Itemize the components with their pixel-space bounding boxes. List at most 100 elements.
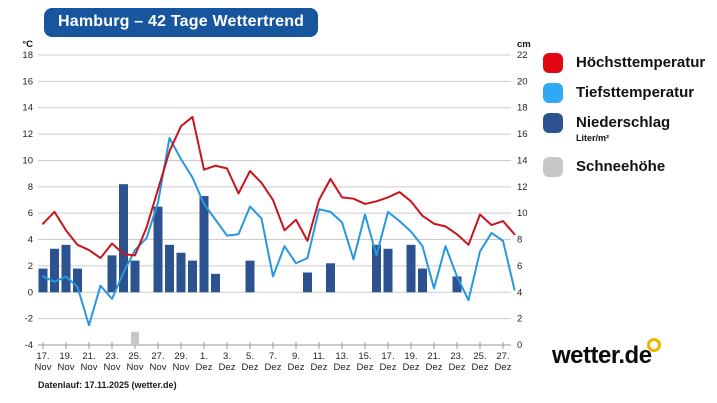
precipitation-bars [38, 184, 462, 293]
svg-text:25.: 25. [473, 351, 486, 362]
svg-text:29.: 29. [174, 351, 187, 362]
svg-text:5.: 5. [246, 351, 254, 362]
precipitation-bar [176, 252, 186, 293]
svg-text:Dez: Dez [219, 362, 236, 373]
gridlines [38, 54, 511, 320]
svg-text:0: 0 [28, 287, 33, 298]
svg-text:Dez: Dez [265, 362, 282, 373]
svg-text:Nov: Nov [81, 362, 98, 373]
svg-text:1.: 1. [200, 351, 208, 362]
legend-item-schneehoehe: Schneehöhe [543, 157, 665, 177]
svg-text:Dez: Dez [334, 362, 351, 373]
svg-text:10: 10 [517, 208, 528, 219]
snow-swatch-icon [543, 157, 563, 177]
svg-text:10: 10 [22, 155, 33, 166]
svg-text:21.: 21. [82, 351, 95, 362]
precipitation-bar [73, 268, 82, 293]
svg-text:4: 4 [28, 235, 33, 246]
svg-text:cm: cm [517, 39, 531, 50]
snow-bars [131, 331, 139, 345]
svg-text:20: 20 [517, 76, 528, 87]
logo-degree-ring-icon [647, 338, 661, 352]
svg-text:Dez: Dez [357, 362, 374, 373]
svg-text:18: 18 [22, 50, 33, 61]
svg-text:15.: 15. [358, 351, 371, 362]
svg-text:23.: 23. [105, 351, 118, 362]
min-temp-line [42, 137, 516, 327]
precipitation-bar [38, 268, 48, 293]
min-temp-swatch-icon [543, 83, 563, 103]
precipitation-bar [165, 244, 174, 293]
precipitation-bar [199, 196, 209, 293]
svg-text:6: 6 [28, 208, 33, 219]
svg-text:Dez: Dez [449, 362, 466, 373]
svg-text:Nov: Nov [35, 362, 52, 373]
snow-bar [131, 331, 139, 345]
precipitation-bar [119, 184, 128, 293]
svg-text:Dez: Dez [196, 362, 213, 373]
svg-text:Dez: Dez [288, 362, 305, 373]
svg-text:19.: 19. [59, 351, 72, 362]
precipitation-bar [406, 244, 416, 293]
svg-text:23.: 23. [450, 351, 463, 362]
legend-item-hoechsttemperatur: Höchsttemperatur [543, 53, 705, 73]
svg-text:8: 8 [28, 182, 33, 193]
svg-text:17.: 17. [36, 351, 49, 362]
svg-text:4: 4 [517, 287, 522, 298]
svg-text:Dez: Dez [311, 362, 328, 373]
svg-text:°C: °C [22, 39, 33, 50]
legend-item-tiefsttemperatur: Tiefsttemperatur [543, 83, 694, 103]
precipitation-bar [153, 206, 163, 293]
precipitation-bar [418, 268, 427, 293]
legend-label: Niederschlag [576, 114, 671, 131]
svg-text:16: 16 [517, 129, 528, 140]
precipitation-bar [326, 263, 335, 293]
svg-text:Dez: Dez [472, 362, 489, 373]
svg-text:7.: 7. [269, 351, 277, 362]
svg-text:18: 18 [517, 103, 528, 114]
precipitation-bar [303, 272, 312, 293]
precipitation-bar [50, 248, 59, 293]
svg-text:2: 2 [517, 314, 522, 325]
precipitation-bar [188, 260, 197, 293]
svg-text:17.: 17. [381, 351, 394, 362]
svg-text:2: 2 [28, 261, 33, 272]
svg-text:12: 12 [22, 129, 33, 140]
svg-text:Dez: Dez [426, 362, 443, 373]
svg-text:6: 6 [517, 261, 522, 272]
svg-text:27.: 27. [151, 351, 164, 362]
precipitation-bar [130, 260, 140, 293]
legend-sublabel: Liter/m² [576, 133, 610, 143]
svg-text:Nov: Nov [173, 362, 190, 373]
svg-text:19.: 19. [404, 351, 417, 362]
svg-text:Dez: Dez [403, 362, 420, 373]
axis-labels: °C cm181614121086420-2-422201816141210864… [22, 39, 530, 373]
svg-text:-2: -2 [25, 314, 33, 325]
svg-text:-4: -4 [25, 340, 33, 351]
svg-text:Nov: Nov [127, 362, 144, 373]
max-temp-swatch-icon [543, 53, 563, 73]
svg-text:13.: 13. [335, 351, 348, 362]
svg-text:Nov: Nov [150, 362, 167, 373]
legend-label: Höchsttemperatur [576, 54, 706, 71]
precipitation-bar [372, 244, 381, 293]
chart-title-banner: Hamburg – 42 Tage Wettertrend [44, 8, 319, 37]
chart-legend: Höchsttemperatur Tiefsttemperatur Nieder… [543, 0, 717, 260]
svg-text:16: 16 [22, 76, 33, 87]
svg-text:3.: 3. [223, 351, 231, 362]
svg-text:Dez: Dez [242, 362, 259, 373]
svg-text:Nov: Nov [58, 362, 75, 373]
svg-text:Dez: Dez [495, 362, 512, 373]
precipitation-bar [452, 276, 462, 293]
svg-text:21.: 21. [427, 351, 440, 362]
precipitation-bar [245, 260, 255, 293]
svg-text:9.: 9. [292, 351, 300, 362]
svg-text:27.: 27. [496, 351, 509, 362]
svg-text:22: 22 [517, 50, 528, 61]
svg-text:Dez: Dez [380, 362, 397, 373]
svg-text:8: 8 [517, 235, 522, 246]
wetter-de-logo: wetter.de [552, 338, 682, 382]
svg-text:14: 14 [517, 155, 528, 166]
